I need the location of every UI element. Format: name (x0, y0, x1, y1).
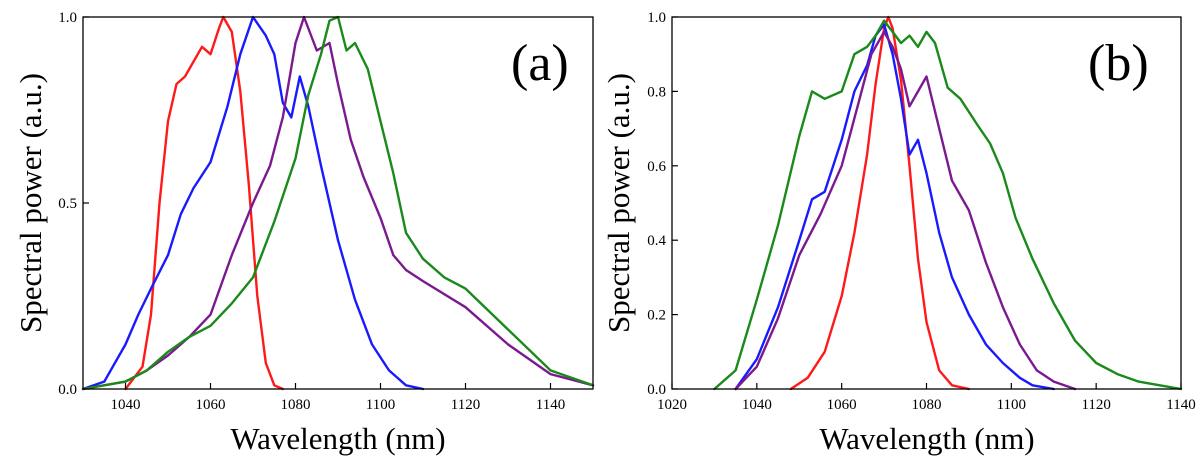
panel-b-x-tick-label: 1120 (1081, 397, 1110, 413)
panel-b-series-purple-line (734, 30, 1077, 391)
panel-a-x-tick-label: 1120 (451, 397, 480, 413)
panel-a-x-axis-title: Wavelength (nm) (230, 421, 445, 456)
panel-a-series-group (81, 15, 595, 391)
panel-b-label: (b) (1088, 35, 1149, 92)
panel-a-label: (a) (511, 35, 569, 92)
panel-b-x-tick-label: 1060 (827, 397, 857, 413)
panel-b: 1020 1040 1060 1080 1100 1120 1140 0.0 0.2 0.4 0.6… (601, 10, 1196, 456)
panel-b-series-red-line (789, 15, 971, 391)
panel-a-y-axis-title: Spectral power (a.u.) (13, 73, 48, 333)
panel-b-ticks: 1020 1040 1060 1080 1100 1120 1140 0.0 0.2 0.4 0.6… (647, 10, 1195, 413)
panel-b-y-tick-label: 0.0 (647, 382, 666, 398)
panel-a-ticks: 1040 1060 1080 1100 1120 1140 0.0 0.5 1.0 (58, 10, 565, 413)
panel-a-series-red-line (124, 15, 284, 391)
panel-b-series-green-line (713, 19, 1183, 391)
panel-b-x-tick-label: 1020 (657, 397, 687, 413)
panel-a-y-tick-label: 1.0 (58, 10, 77, 26)
panel-a-x-tick-label: 1040 (111, 397, 141, 413)
panel-a-y-tick-label: 0.5 (58, 196, 77, 212)
panel-b-y-axis-title: Spectral power (a.u.) (601, 73, 636, 333)
panel-a-x-tick-label: 1080 (281, 397, 311, 413)
panel-b-x-tick-label: 1040 (742, 397, 772, 413)
panel-a-x-tick-label: 1060 (196, 397, 226, 413)
panel-b-x-tick-label: 1100 (997, 397, 1026, 413)
panel-b-y-tick-label: 0.6 (647, 159, 666, 175)
panel-a-series-blue-line (81, 15, 425, 391)
panel-b-y-tick-label: 0.8 (647, 84, 666, 100)
panel-b-x-tick-label: 1080 (912, 397, 942, 413)
panel-a-x-tick-label: 1100 (366, 397, 395, 413)
panel-b-x-axis-title: Wavelength (nm) (819, 421, 1034, 456)
panel-b-x-tick-label: 1140 (1166, 397, 1195, 413)
panel-a-x-tick-label: 1140 (536, 397, 565, 413)
panel-a-series-green-line (81, 15, 595, 391)
panel-b-series-blue-line (734, 23, 1056, 391)
panel-b-y-tick-label: 1.0 (647, 10, 666, 26)
panel-a-y-tick-label: 0.0 (58, 382, 77, 398)
panel-b-y-tick-label: 0.4 (647, 233, 666, 249)
panel-a: 1040 1060 1080 1100 1120 1140 0.0 0.5 1.0 (a) Wa… (13, 10, 595, 456)
panel-b-y-tick-label: 0.2 (647, 308, 666, 324)
